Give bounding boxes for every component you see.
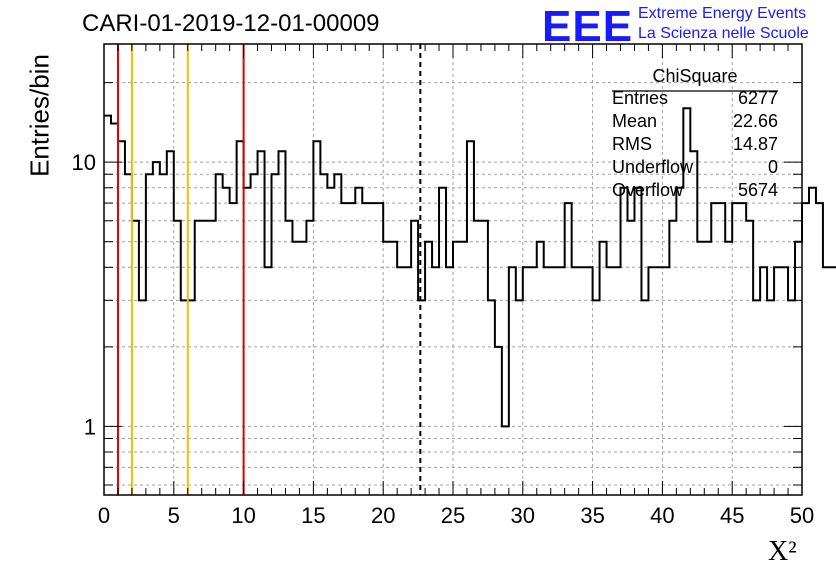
stats-row: Overflow 5674: [612, 179, 778, 202]
stats-value: 22.66: [732, 111, 778, 131]
marker-lines: [116, 44, 422, 495]
y-tick-label: 1: [84, 414, 96, 439]
stats-value: 0: [767, 157, 778, 177]
histogram-series: [104, 107, 836, 428]
stats-row: Entries 6277: [612, 87, 778, 110]
stats-value: 6277: [737, 88, 778, 108]
stats-title: ChiSquare: [652, 66, 738, 86]
x-tick-label: 0: [98, 503, 110, 528]
stats-label: Mean: [612, 111, 658, 131]
x-tick-label: 45: [720, 503, 744, 528]
stats-label: Overflow: [612, 180, 684, 200]
stats-value: 5674: [737, 180, 778, 200]
stats-row: Underflow 0: [612, 156, 778, 179]
x-tick-label: 25: [441, 503, 465, 528]
x-tick-label: 40: [650, 503, 674, 528]
logo-line-1: Extreme Energy Events: [638, 5, 807, 22]
logo-line-2: La Scienza nelle Scuole: [638, 25, 809, 42]
axis-ticks: [103, 44, 803, 495]
stats-label: RMS: [612, 134, 652, 154]
x-tick-label: 20: [371, 503, 395, 528]
x-tick-label: 50: [790, 503, 814, 528]
stats-label: Entries: [612, 88, 669, 108]
stats-value: 14.87: [732, 134, 778, 154]
plot-title: CARI-01-2019-12-01-00009: [82, 10, 380, 37]
tick-labels: 0 5 10 15 20 25 30 35 40 45 50 1 10: [72, 150, 815, 528]
stats-row: Mean 22.66: [612, 110, 778, 133]
eee-logo: EEE: [542, 2, 634, 51]
x-tick-label: 30: [511, 503, 535, 528]
x-tick-label: 15: [301, 503, 325, 528]
histogram: [104, 107, 836, 428]
stats-box: ChiSquare Entries 6277 Mean 22.66 RMS 14…: [612, 66, 778, 202]
x-axis-label: X²: [768, 536, 797, 567]
stats-row: RMS 14.87: [612, 133, 778, 156]
x-tick-label: 5: [168, 503, 180, 528]
stats-label: Underflow: [612, 157, 694, 177]
y-axis-label: Entries/bin: [24, 54, 55, 177]
x-tick-label: 35: [580, 503, 604, 528]
x-tick-label: 10: [231, 503, 255, 528]
y-tick-label: 10: [72, 150, 96, 175]
